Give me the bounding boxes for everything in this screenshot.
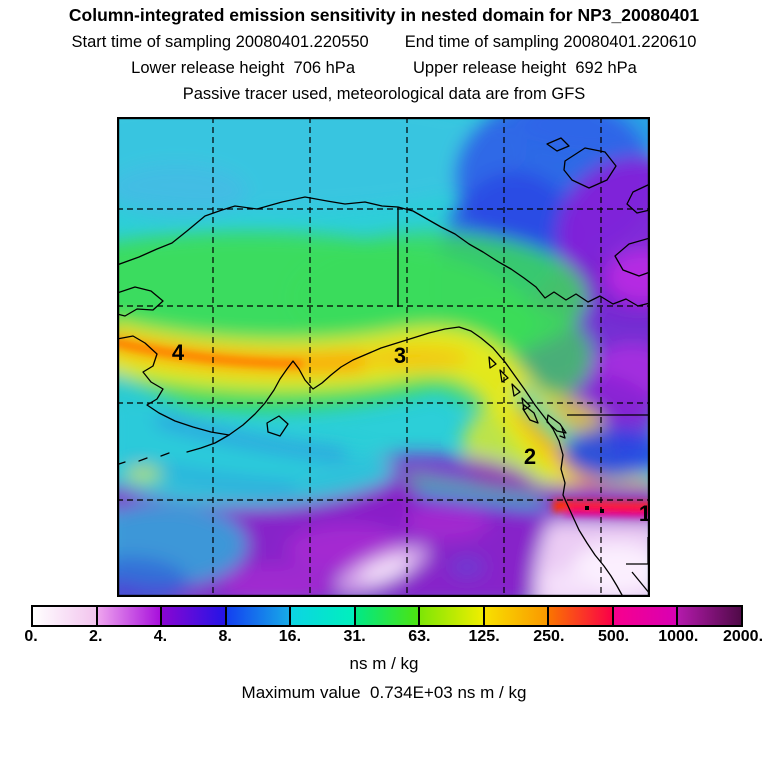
colorbar-segment [226,607,292,625]
sampling-times-line: Start time of sampling 20080401.220550 E… [0,33,768,52]
colorbar-segment [549,607,614,625]
colorbar-tick-label: 500. [597,628,630,645]
colorbar-tick-label: 16. [278,628,302,645]
site-label-4: 4 [172,340,185,365]
start-time-text: Start time of sampling 20080401.220550 [71,33,369,51]
colorbar-tick-label: 63. [408,628,431,645]
sensitivity-map: 4 3 2 1 [116,116,651,598]
colorbar-segment [420,607,485,625]
tracer-note-line: Passive tracer used, meteorological data… [182,85,586,103]
page-title: Column-integrated emission sensitivity i… [68,5,700,25]
colorbar-units-label: ns m / kg [349,654,419,673]
colorbar-tick-label: 0. [24,628,38,645]
map-frame [116,116,651,598]
colorbar-segment [162,607,227,625]
colorbar-tick-label: 2000. [722,628,764,645]
colorbar-tick-label: 2. [89,628,103,645]
sensitivity-field [117,117,650,597]
end-time-text: End time of sampling 20080401.220610 [404,33,697,51]
colorbar-tick-label: 8. [218,628,232,645]
colorbar-tick-label: 125. [468,628,500,645]
colorbar [31,605,743,627]
site-label-2: 2 [524,444,536,469]
colorbar-segment [355,607,421,625]
max-value-label: Maximum value 0.734E+03 ns m / kg [241,683,527,702]
colorbar-segment [613,607,679,625]
colorbar-segment [291,607,356,625]
coastlines [116,137,651,596]
map-panel: 4 3 2 1 [116,116,651,598]
lower-release-text: Lower release height 706 hPa [131,59,355,77]
release-heights-line: Lower release height 706 hPa Upper relea… [0,59,768,78]
colorbar-segment [33,607,98,625]
colorbar-tick-labels: 0. 2. 4. 8. 16. 31. 63. 125. 250. 500. 1000. 2000. [0,628,768,648]
colorbar-tick-label: 31. [343,628,366,645]
colorbar-tick-label: 4. [153,628,168,645]
upper-release-text: Upper release height 692 hPa [413,59,637,77]
colorbar-segment [97,607,163,625]
colorbar-tick-label: 250. [533,628,565,645]
site-labels: 4 3 2 1 [172,340,651,526]
station-dots [585,506,604,513]
graticule [117,117,650,597]
site-label-3: 3 [394,343,406,368]
colorbar-segment [678,607,742,625]
colorbar-segment [484,607,550,625]
colorbar-tick-label: 1000. [658,628,699,645]
